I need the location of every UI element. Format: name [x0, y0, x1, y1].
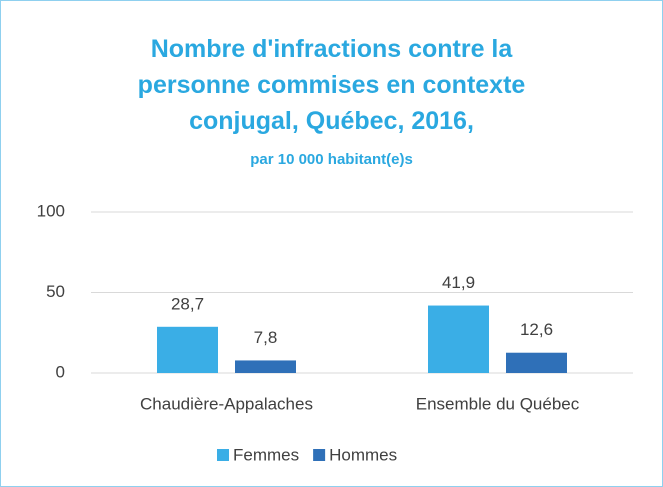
bar	[506, 352, 567, 373]
y-tick-label: 0	[56, 362, 65, 381]
legend-label: Femmes	[233, 445, 299, 464]
bar	[428, 305, 489, 373]
value-label: 28,7	[171, 294, 204, 313]
value-label: 41,9	[442, 273, 475, 292]
legend-swatch	[217, 449, 229, 461]
legend-swatch	[313, 449, 326, 461]
chart-subtitle: par 10 000 habitant(e)s	[250, 151, 413, 168]
chart-title: Nombre d'infractions contre la personne …	[137, 35, 526, 135]
value-label: 12,6	[520, 320, 553, 339]
bar	[235, 360, 296, 373]
y-tick-label: 50	[46, 282, 65, 301]
x-tick-label: Ensemble du Québec	[416, 394, 580, 413]
bar	[157, 326, 218, 373]
legend-label: Hommes	[329, 445, 397, 464]
value-label: 7,8	[254, 328, 278, 347]
x-tick-label: Chaudière-Appalaches	[140, 394, 313, 413]
y-tick-label: 100	[37, 201, 65, 220]
